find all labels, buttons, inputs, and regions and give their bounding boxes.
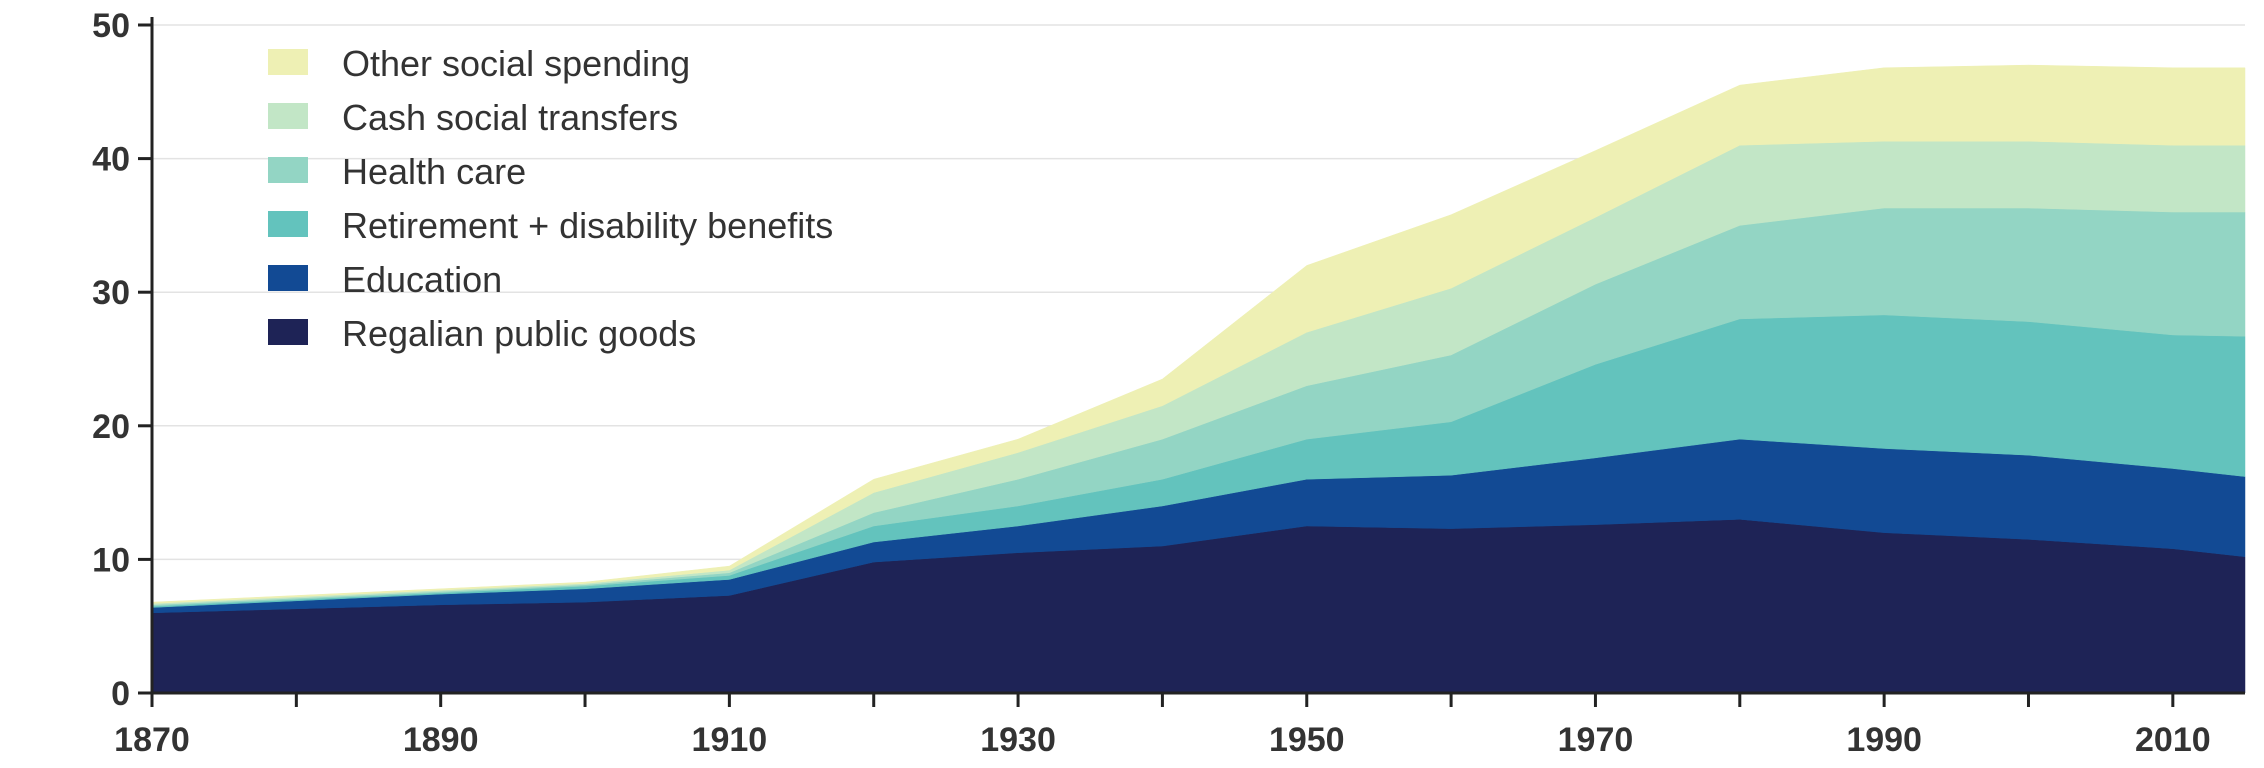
y-tick-label-30: 30 (92, 274, 130, 312)
legend: Other social spending Cash social transfe… (268, 43, 833, 354)
area-other-social-spending (151, 64, 2246, 604)
legend-label-health-care: Health care (342, 151, 526, 192)
y-axis-ticks: 0 10 20 30 40 50 (92, 7, 152, 713)
legend-swatch-other-social-spending (268, 49, 308, 75)
x-tick-label-1970: 1970 (1558, 721, 1634, 759)
area-series-group (151, 64, 2246, 694)
x-tick-label-1890: 1890 (403, 721, 479, 759)
y-tick-label-50: 50 (92, 7, 130, 45)
legend-label-other-social-spending: Other social spending (342, 43, 690, 84)
legend-swatch-cash-social-transfers (268, 103, 308, 129)
x-tick-label-1910: 1910 (692, 721, 768, 759)
x-tick-label-1990: 1990 (1846, 721, 1922, 759)
x-tick-label-1930: 1930 (980, 721, 1056, 759)
y-tick-label-40: 40 (92, 141, 130, 179)
x-tick-label-2010: 2010 (2135, 721, 2211, 759)
y-tick-label-10: 10 (92, 541, 130, 579)
legend-label-retirement-disability-benefits: Retirement + disability benefits (342, 205, 833, 246)
x-tick-label-1950: 1950 (1269, 721, 1345, 759)
legend-label-regalian-public-goods: Regalian public goods (342, 313, 696, 354)
legend-swatch-health-care (268, 157, 308, 183)
legend-swatch-retirement-disability-benefits (268, 211, 308, 237)
y-tick-label-20: 20 (92, 408, 130, 446)
legend-swatch-education (268, 265, 308, 291)
x-axis-ticks: 1870 1890 1910 1930 1950 1970 1990 2010 (114, 693, 2211, 759)
area-regalian-public-goods (151, 519, 2246, 694)
legend-swatch-regalian-public-goods (268, 319, 308, 345)
legend-label-cash-social-transfers: Cash social transfers (342, 97, 678, 138)
x-tick-label-1870: 1870 (114, 721, 190, 759)
legend-label-education: Education (342, 259, 502, 300)
y-tick-label-0: 0 (111, 675, 130, 713)
